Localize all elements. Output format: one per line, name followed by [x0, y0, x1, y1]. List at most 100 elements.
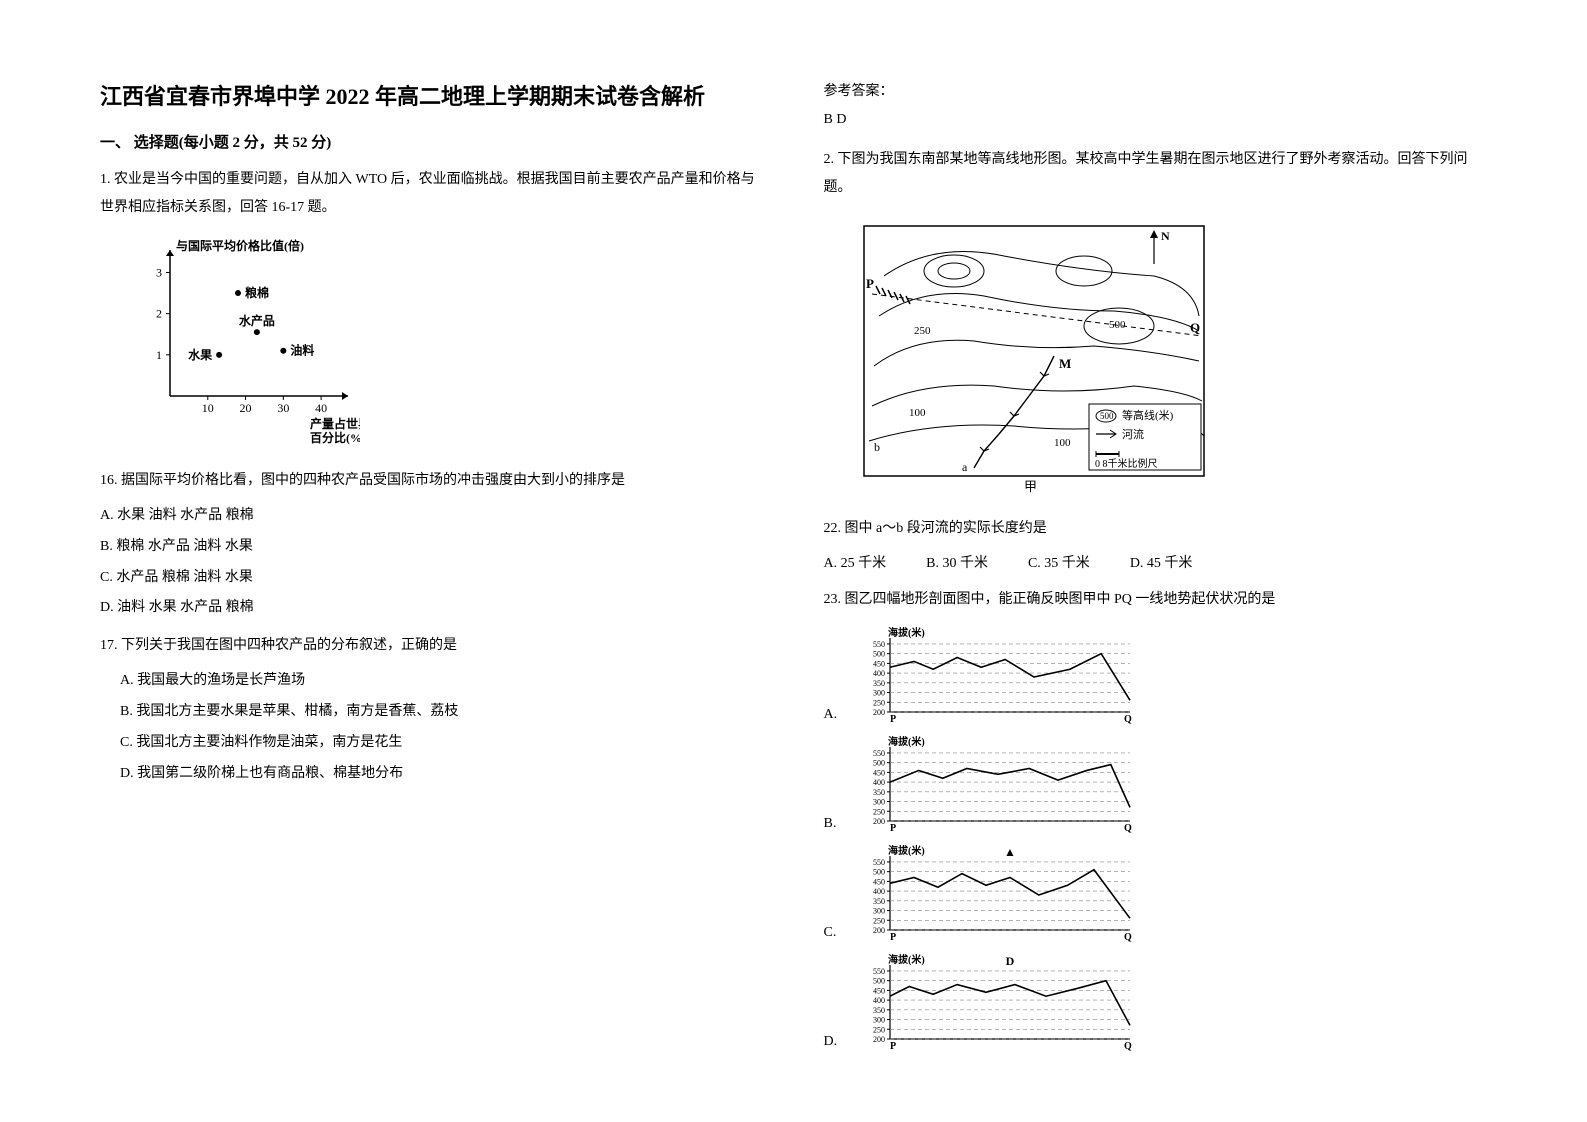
svg-text:250: 250 [873, 1025, 885, 1034]
svg-text:300: 300 [873, 906, 885, 915]
q17-option-a: A. 我国最大的渔场是长芦渔场 [100, 666, 764, 697]
q22-option-d: D. 45 千米 [1130, 549, 1193, 580]
svg-text:400: 400 [873, 778, 885, 787]
profile-option-label: B. [824, 816, 848, 838]
svg-text:200: 200 [873, 708, 885, 717]
svg-text:甲: 甲 [1024, 479, 1037, 494]
svg-text:河流: 河流 [1122, 427, 1144, 441]
exam-title: 江西省宜春市界埠中学 2022 年高二地理上学期期末试卷含解析 [100, 80, 764, 113]
svg-text:Q: Q [1124, 714, 1132, 724]
svg-text:200: 200 [873, 926, 885, 935]
svg-text:水果: 水果 [188, 347, 212, 362]
q16-option-d: D. 油料 水果 水产品 粮棉 [100, 593, 764, 624]
svg-text:500: 500 [873, 649, 885, 658]
q1-chart: 与国际平均价格比值(倍)12310203040产量占世界的百分比(%)粮棉水产品… [130, 236, 764, 451]
svg-text:500: 500 [1100, 411, 1114, 421]
svg-text:与国际平均价格比值(倍): 与国际平均价格比值(倍) [176, 238, 304, 253]
q1-stem: 1. 农业是当今中国的重要问题，自从加入 WTO 后，农业面临挑战。根据我国目前… [100, 166, 764, 222]
svg-text:2: 2 [156, 307, 162, 321]
svg-text:20: 20 [240, 401, 252, 415]
q22-option-b: B. 30 千米 [926, 549, 988, 580]
svg-text:Q: Q [1124, 823, 1132, 833]
q17-option-d: D. 我国第二级阶梯上也有商品粮、棉基地分布 [100, 759, 764, 790]
svg-text:250: 250 [873, 807, 885, 816]
svg-text:产量占世界的: 产量占世界的 [310, 416, 360, 431]
svg-text:450: 450 [873, 877, 885, 886]
svg-text:300: 300 [873, 1015, 885, 1024]
q17-stem: 17. 下列关于我国在图中四种农产品的分布叙述，正确的是 [100, 632, 764, 660]
svg-text:Q: Q [1124, 1041, 1132, 1051]
svg-text:550: 550 [873, 749, 885, 758]
svg-text:Q: Q [1190, 320, 1200, 335]
svg-text:海拔(米): 海拔(米) [888, 844, 925, 857]
profile-option: A.海拔(米)200250300350400450500550PQ [824, 626, 1488, 729]
svg-text:250: 250 [873, 698, 885, 707]
profile-option: C.海拔(米)200250300350400450500550PQ▲ [824, 844, 1488, 947]
right-column: 参考答案： B D 2. 下图为我国东南部某地等高线地形图。某校高中学生暑期在图… [824, 80, 1488, 1082]
q17-option-b: B. 我国北方主要水果是苹果、柑橘，南方是香蕉、荔枝 [100, 697, 764, 728]
svg-text:水产品: 水产品 [239, 313, 275, 328]
profile-chart-svg: 海拔(米)200250300350400450500550PQ [848, 735, 1148, 833]
svg-text:油料: 油料 [290, 343, 314, 358]
svg-text:30: 30 [277, 401, 289, 415]
svg-text:400: 400 [873, 996, 885, 1005]
svg-text:400: 400 [873, 669, 885, 678]
svg-text:10: 10 [202, 401, 214, 415]
svg-text:500: 500 [1109, 319, 1126, 331]
q2-map: NPQMab甲250500100100500等高线(米)河流0 8千米比例尺 [854, 216, 1488, 501]
svg-text:250: 250 [914, 325, 931, 337]
profile-option-label: A. [824, 707, 848, 729]
svg-text:300: 300 [873, 797, 885, 806]
svg-text:P: P [890, 932, 896, 942]
left-column: 江西省宜春市界埠中学 2022 年高二地理上学期期末试卷含解析 一、 选择题(每… [100, 80, 764, 1082]
svg-text:P: P [890, 1041, 896, 1051]
svg-text:40: 40 [315, 401, 327, 415]
svg-text:450: 450 [873, 986, 885, 995]
svg-text:350: 350 [873, 897, 885, 906]
svg-text:N: N [1161, 229, 1170, 243]
q22-options-row: A. 25 千米 B. 30 千米 C. 35 千米 D. 45 千米 [824, 549, 1488, 580]
svg-text:550: 550 [873, 858, 885, 867]
svg-text:P: P [866, 276, 874, 291]
profile-option: D.海拔(米)200250300350400450500550PQD [824, 953, 1488, 1056]
svg-text:b: b [874, 440, 880, 454]
q17-option-c: C. 我国北方主要油料作物是油菜，南方是花生 [100, 728, 764, 759]
q22-option-c: C. 35 千米 [1028, 549, 1090, 580]
q16-option-c: C. 水产品 粮棉 油料 水果 [100, 563, 764, 594]
svg-text:海拔(米): 海拔(米) [888, 735, 925, 748]
svg-text:350: 350 [873, 1006, 885, 1015]
svg-text:200: 200 [873, 817, 885, 826]
q22-stem: 22. 图中 a～b 段河流的实际长度约是 [824, 515, 1488, 543]
q23-stem: 23. 图乙四幅地形剖面图中，能正确反映图甲中 PQ 一线地势起伏状况的是 [824, 586, 1488, 614]
svg-text:500: 500 [873, 976, 885, 985]
section-1-header: 一、 选择题(每小题 2 分，共 52 分) [100, 131, 764, 152]
svg-text:200: 200 [873, 1035, 885, 1044]
svg-text:450: 450 [873, 768, 885, 777]
q22-option-a: A. 25 千米 [824, 549, 887, 580]
answer-header: 参考答案： [824, 80, 1488, 100]
q2-stem: 2. 下图为我国东南部某地等高线地形图。某校高中学生暑期在图示地区进行了野外考察… [824, 146, 1488, 202]
q16-stem: 16. 据国际平均价格比看，图中的四种农产品受国际市场的冲击强度由大到小的排序是 [100, 467, 764, 495]
svg-text:海拔(米): 海拔(米) [888, 953, 925, 966]
svg-text:等高线(米): 等高线(米) [1122, 408, 1174, 422]
svg-text:a: a [962, 460, 968, 474]
svg-text:海拔(米): 海拔(米) [888, 626, 925, 639]
profile-options: A.海拔(米)200250300350400450500550PQB.海拔(米)… [824, 626, 1488, 1062]
profile-chart-svg: 海拔(米)200250300350400450500550PQD [848, 953, 1148, 1051]
svg-text:P: P [890, 714, 896, 724]
svg-text:0 8千米比例尺: 0 8千米比例尺 [1095, 457, 1158, 470]
svg-text:Q: Q [1124, 932, 1132, 942]
profile-chart-svg: 海拔(米)200250300350400450500550PQ▲ [848, 844, 1148, 942]
profile-option-label: D. [824, 1034, 848, 1056]
svg-text:500: 500 [873, 867, 885, 876]
profile-option: B.海拔(米)200250300350400450500550PQ [824, 735, 1488, 838]
q16-option-b: B. 粮棉 水产品 油料 水果 [100, 532, 764, 563]
svg-text:550: 550 [873, 640, 885, 649]
svg-text:M: M [1059, 356, 1071, 371]
svg-text:P: P [890, 823, 896, 833]
profile-option-label: C. [824, 925, 848, 947]
svg-text:400: 400 [873, 887, 885, 896]
svg-text:350: 350 [873, 788, 885, 797]
svg-text:100: 100 [909, 407, 926, 419]
scatter-chart-svg: 与国际平均价格比值(倍)12310203040产量占世界的百分比(%)粮棉水产品… [130, 236, 360, 446]
